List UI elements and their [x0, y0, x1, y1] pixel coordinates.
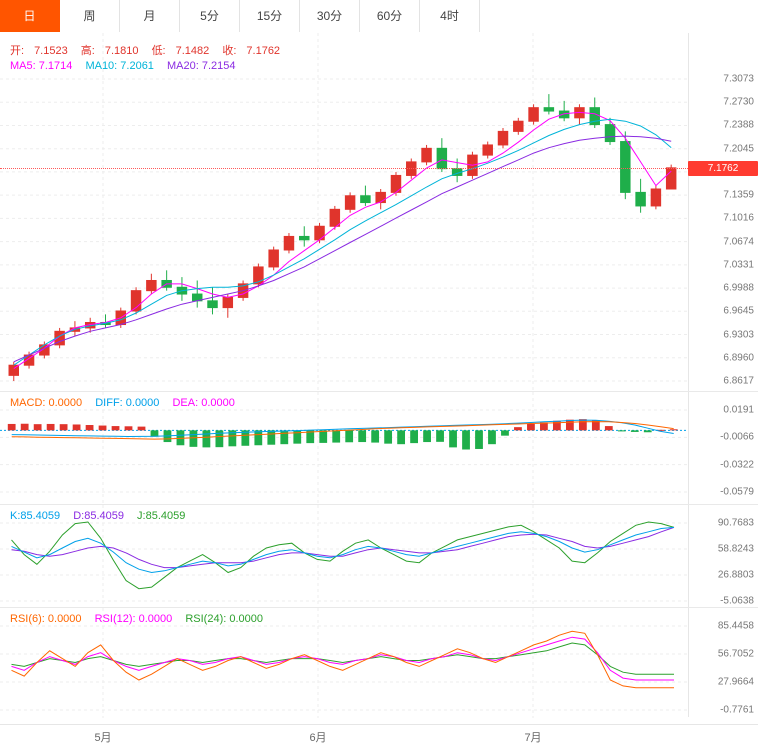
timeframe-toolbar: 日 周 月 5分 15分 30分 60分 4时 — [0, 0, 758, 34]
tab-15min[interactable]: 15分 — [240, 0, 300, 32]
rsi6-legend: RSI(6): 0.0000 — [10, 613, 82, 625]
macd-plot — [0, 392, 688, 505]
y-tick: 56.7052 — [717, 648, 754, 660]
y-tick: 26.8803 — [717, 569, 754, 581]
low-value: 7.1482 — [175, 45, 210, 57]
ma10-legend: MA10: 7.2061 — [85, 60, 154, 72]
macd-panel: MACD: 0.0000 DIFF: 0.0000 DEA: 0.0000 0.… — [0, 391, 758, 505]
y-tick: 7.3073 — [723, 73, 754, 85]
y-tick: 7.0674 — [723, 236, 754, 248]
macd-legend-diff: DIFF: 0.0000 — [95, 397, 160, 409]
tab-30min-label: 30分 — [316, 9, 343, 23]
kdj-plot — [0, 505, 688, 608]
y-tick: -0.0579 — [720, 486, 754, 498]
x-axis: 5月 6月 7月 — [0, 724, 758, 749]
y-tick: -5.0638 — [720, 595, 754, 607]
x-tick: 5月 — [94, 732, 112, 744]
y-tick: -0.0066 — [720, 431, 754, 443]
rsi-plot — [0, 608, 688, 718]
y-tick: 7.0331 — [723, 259, 754, 271]
tab-month-label: 月 — [143, 9, 156, 23]
kdj-legend-d: D:85.4059 — [73, 510, 124, 522]
price-legend-ma: MA5: 7.1714 MA10: 7.2061 MA20: 7.2154 — [10, 60, 246, 72]
y-tick: 6.8960 — [723, 352, 754, 364]
ma5-legend: MA5: 7.1714 — [10, 60, 73, 72]
tab-30min[interactable]: 30分 — [300, 0, 360, 32]
low-label: 低: — [151, 45, 166, 57]
open-value: 7.1523 — [34, 45, 68, 57]
tab-day-label: 日 — [23, 9, 36, 23]
y-tick: 6.9988 — [723, 282, 754, 294]
price-y-axis: 7.30737.27307.23887.20457.17027.13597.10… — [688, 33, 758, 391]
y-tick: 7.1016 — [723, 212, 754, 224]
tab-60min[interactable]: 60分 — [360, 0, 420, 32]
tab-5min-label: 5分 — [200, 9, 219, 23]
rsi-y-axis: 85.4458 56.7052 27.9664 -0.7761 — [688, 608, 758, 717]
x-tick: 6月 — [309, 732, 327, 744]
y-tick: 0.0191 — [723, 404, 754, 416]
high-value: 7.1810 — [104, 45, 139, 57]
rsi-panel: RSI(6): 0.0000 RSI(12): 0.0000 RSI(24): … — [0, 607, 758, 718]
y-tick: 6.9645 — [723, 305, 754, 317]
tab-4hour-label: 4时 — [440, 9, 459, 23]
y-tick: 7.2388 — [723, 119, 754, 131]
price-panel: 开: 7.1523 高: 7.1810 低: 7.1482 收: 7.1762 MA5:… — [0, 33, 758, 391]
kdj-legend-j: J:85.4059 — [137, 510, 186, 522]
kdj-panel: K:85.4059 D:85.4059 J:85.4059 90.7683 58.… — [0, 504, 758, 608]
tab-60min-label: 60分 — [376, 9, 403, 23]
tab-5min[interactable]: 5分 — [180, 0, 240, 32]
x-tick: 7月 — [524, 732, 542, 744]
y-tick: 6.8617 — [723, 375, 754, 387]
macd-y-axis: 0.0191 -0.0066 -0.0322 -0.0579 — [688, 392, 758, 504]
y-tick: 90.7683 — [717, 517, 754, 529]
kdj-y-axis: 90.7683 58.8243 26.8803 -5.0638 — [688, 505, 758, 607]
rsi12-legend: RSI(12): 0.0000 — [94, 613, 173, 625]
price-plot — [0, 33, 688, 391]
ma20-legend: MA20: 7.2154 — [167, 60, 236, 72]
y-tick: 7.2045 — [723, 143, 754, 155]
y-tick: 85.4458 — [717, 620, 754, 632]
macd-legend-macd: MACD: 0.0000 — [10, 397, 83, 409]
close-label: 收: — [222, 45, 237, 57]
price-legend-ohlc: 开: 7.1523 高: 7.1810 低: 7.1482 收: 7.1762 — [10, 42, 290, 58]
rsi-legend: RSI(6): 0.0000 RSI(12): 0.0000 RSI(24): … — [10, 613, 273, 625]
y-tick: -0.0322 — [720, 459, 754, 471]
y-tick: 7.2730 — [723, 96, 754, 108]
tab-15min-label: 15分 — [256, 9, 283, 23]
last-price-tag: 7.1762 — [688, 160, 758, 176]
close-value: 7.1762 — [246, 45, 281, 57]
y-tick: 58.8243 — [717, 543, 754, 555]
y-tick: 27.9664 — [717, 676, 754, 688]
y-tick: -0.7761 — [720, 704, 754, 716]
tab-week[interactable]: 周 — [60, 0, 120, 32]
last-price-line — [0, 167, 688, 169]
macd-legend: MACD: 0.0000 DIFF: 0.0000 DEA: 0.0000 — [10, 397, 245, 409]
kdj-legend: K:85.4059 D:85.4059 J:85.4059 — [10, 510, 195, 522]
tab-week-label: 周 — [83, 9, 96, 23]
macd-legend-dea: DEA: 0.0000 — [172, 397, 235, 409]
kdj-legend-k: K:85.4059 — [10, 510, 61, 522]
y-tick: 7.1359 — [723, 189, 754, 201]
y-tick: 6.9303 — [723, 329, 754, 341]
tab-4hour[interactable]: 4时 — [420, 0, 480, 32]
rsi24-legend: RSI(24): 0.0000 — [185, 613, 263, 625]
tab-day[interactable]: 日 — [0, 0, 60, 32]
tab-month[interactable]: 月 — [120, 0, 180, 32]
open-label: 开: — [10, 45, 25, 57]
high-label: 高: — [80, 45, 95, 57]
